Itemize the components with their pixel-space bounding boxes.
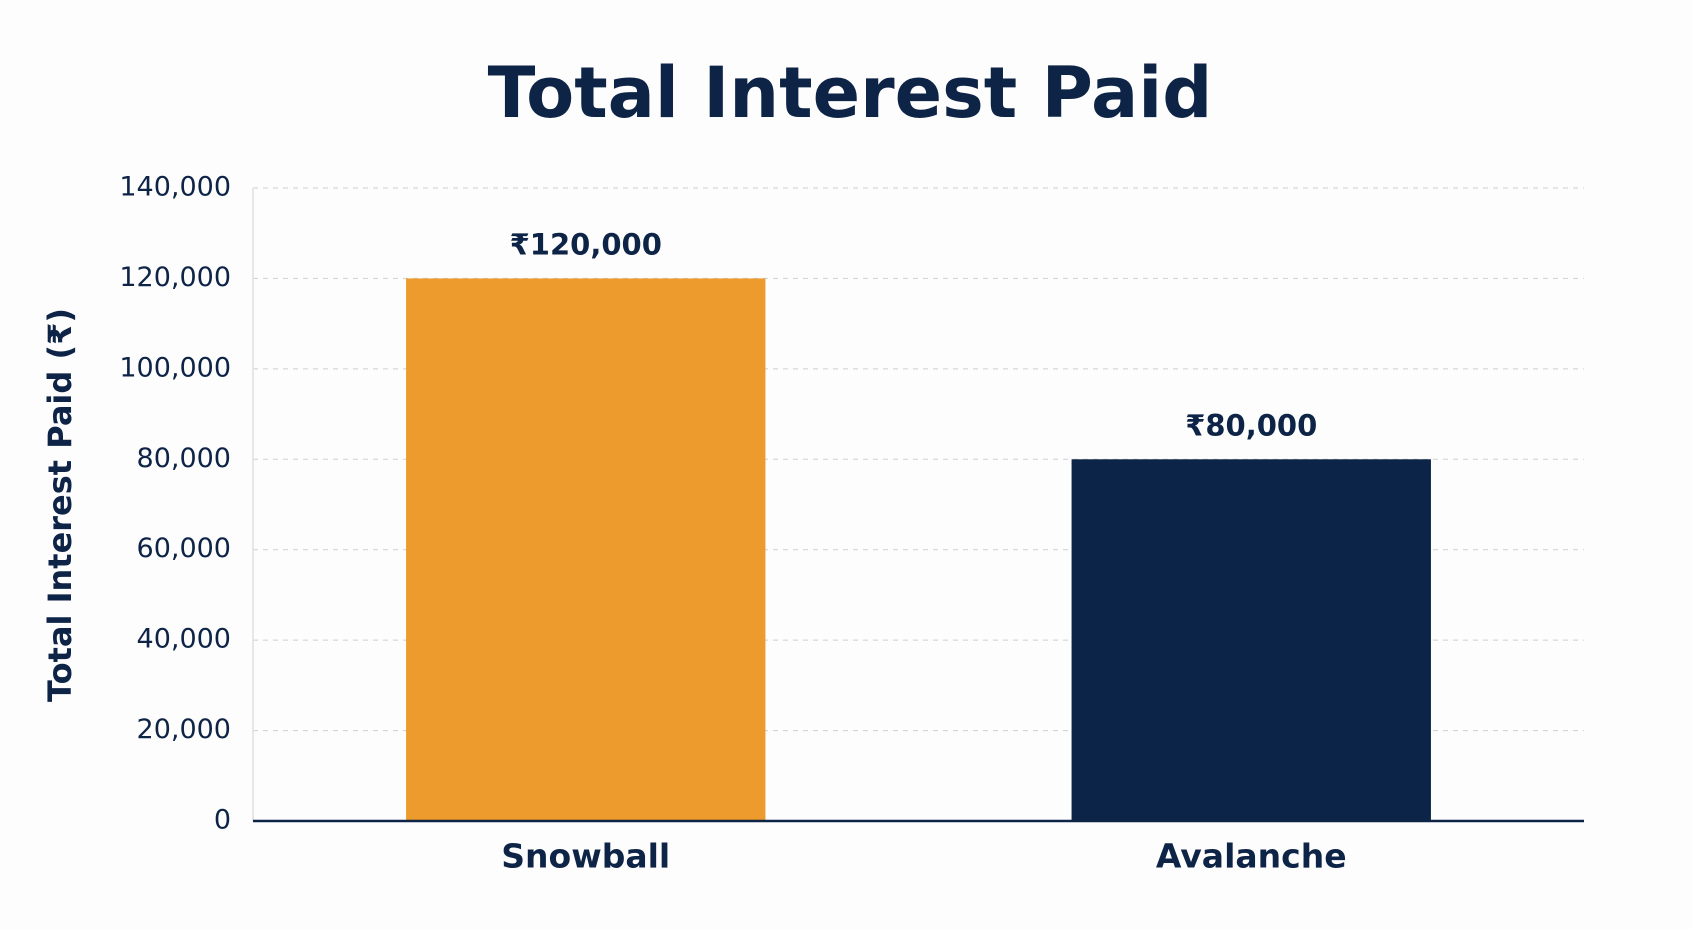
chart-title: Total Interest Paid — [488, 52, 1213, 134]
x-tick-label: Snowball — [501, 837, 670, 876]
value-label: ₹120,000 — [510, 227, 662, 261]
bar — [406, 278, 766, 821]
y-tick-label: 120,000 — [119, 262, 231, 293]
y-tick-label: 40,000 — [137, 624, 231, 655]
y-tick-label: 80,000 — [137, 443, 231, 474]
y-tick-label: 60,000 — [137, 533, 231, 564]
y-axis-label: Total Interest Paid (₹) — [41, 308, 79, 702]
x-tick-label: Avalanche — [1156, 837, 1347, 876]
y-tick-label: 20,000 — [137, 714, 231, 745]
bar — [1071, 459, 1431, 821]
value-label: ₹80,000 — [1185, 408, 1317, 442]
y-tick-label: 140,000 — [119, 172, 231, 203]
y-tick-label: 100,000 — [119, 352, 231, 383]
y-tick-label: 0 — [214, 805, 231, 836]
